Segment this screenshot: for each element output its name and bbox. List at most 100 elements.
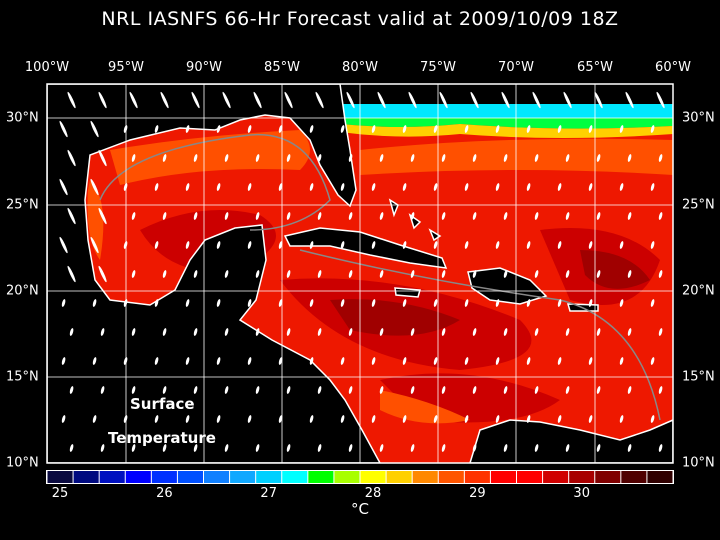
map-title: NRL IASNFS 66-Hr Forecast valid at 2009/… — [101, 8, 619, 30]
colorbar-unit: °C — [351, 500, 369, 518]
lat-label: 25°N — [6, 197, 39, 213]
lat-label: 25°N — [682, 197, 715, 213]
wind-arrow — [433, 241, 438, 249]
wind-arrow — [371, 357, 376, 365]
wind-arrow — [464, 125, 469, 133]
colorbar-swatch — [334, 471, 360, 483]
wind-arrow — [503, 154, 508, 162]
wind-arrow — [123, 125, 128, 133]
wind-arrow — [650, 357, 655, 365]
lat-label: 15°N — [6, 369, 39, 385]
wind-arrow — [69, 328, 74, 336]
wind-arrow — [154, 241, 159, 249]
wind-arrow — [464, 241, 469, 249]
lon-label: 85°W — [264, 60, 300, 75]
colorbar-swatch — [230, 471, 256, 483]
lon-label: 90°W — [186, 60, 222, 75]
wind-arrow — [534, 212, 539, 220]
wind-arrow — [317, 154, 322, 162]
wind-arrow — [185, 183, 190, 191]
wind-arrow — [565, 328, 570, 336]
wind-arrow — [557, 299, 562, 307]
wind-arrow — [596, 386, 601, 394]
wind-arrow — [433, 357, 438, 365]
wind-arrow — [658, 154, 663, 162]
wind-arrow — [627, 328, 632, 336]
wind-arrow — [340, 241, 345, 249]
colorbar-swatch — [595, 471, 621, 483]
wind-arrow — [495, 415, 500, 423]
wind-arrow — [534, 328, 539, 336]
wind-arrow — [588, 357, 593, 365]
wind-arrow — [348, 386, 353, 394]
wind-arrow — [379, 212, 384, 220]
wind-arrow — [472, 328, 477, 336]
wind-arrow — [216, 183, 221, 191]
wind-arrow — [627, 386, 632, 394]
wind-arrow — [410, 328, 415, 336]
wind-arrow — [216, 125, 221, 133]
wind-arrow — [565, 444, 570, 452]
wind-arrow — [131, 328, 136, 336]
wind-arrow — [123, 357, 128, 365]
wind-arrow — [131, 386, 136, 394]
wind-arrow — [284, 91, 293, 109]
wind-arrow — [193, 270, 198, 278]
wind-arrow — [278, 415, 283, 423]
wind-arrow — [309, 125, 314, 133]
wind-arrow — [253, 91, 262, 109]
wind-arrow — [441, 154, 446, 162]
wind-arrow — [67, 91, 76, 109]
wind-arrow — [408, 91, 417, 109]
wind-arrow — [162, 212, 167, 220]
wind-arrow — [565, 386, 570, 394]
wind-arrow — [503, 444, 508, 452]
wind-arrow — [503, 386, 508, 394]
wind-arrow — [402, 125, 407, 133]
wind-arrow — [309, 299, 314, 307]
annotation-surface: Surface — [130, 395, 195, 413]
wind-arrow — [495, 241, 500, 249]
wind-arrow — [441, 270, 446, 278]
wind-arrow — [379, 328, 384, 336]
wind-arrow — [286, 270, 291, 278]
wind-arrow — [619, 357, 624, 365]
wind-arrow — [59, 120, 68, 138]
lon-label: 75°W — [420, 60, 456, 75]
colorbar-swatch — [308, 471, 334, 483]
grid-lines — [47, 84, 673, 463]
wind-arrow — [216, 299, 221, 307]
wind-arrow — [596, 328, 601, 336]
wind-arrow — [557, 357, 562, 365]
wind-arrow — [216, 415, 221, 423]
wind-arrow — [59, 178, 68, 196]
wind-arrow — [526, 357, 531, 365]
wind-arrow — [565, 212, 570, 220]
wind-arrow — [627, 270, 632, 278]
wind-arrow — [472, 212, 477, 220]
wind-arrow — [154, 125, 159, 133]
wind-arrow — [658, 328, 663, 336]
wind-arrow — [503, 328, 508, 336]
wind-arrow — [92, 415, 97, 423]
wind-arrow — [98, 265, 107, 283]
wind-arrow — [371, 125, 376, 133]
wind-arrow — [433, 415, 438, 423]
wind-arrow — [340, 125, 345, 133]
colorbar-label: 26 — [156, 486, 173, 501]
wind-arrow — [224, 328, 229, 336]
wind-arrow — [247, 183, 252, 191]
wind-arrow — [534, 154, 539, 162]
wind-arrow — [286, 154, 291, 162]
wind-arrow — [278, 125, 283, 133]
wind-arrow — [191, 91, 200, 109]
wind-arrow — [495, 357, 500, 365]
wind-arrow — [433, 299, 438, 307]
wind-arrow — [656, 91, 665, 109]
wind-arrow — [526, 241, 531, 249]
wind-arrow — [309, 183, 314, 191]
wind-arrow — [472, 270, 477, 278]
wind-arrow — [472, 154, 477, 162]
colorbar-swatch — [151, 471, 177, 483]
